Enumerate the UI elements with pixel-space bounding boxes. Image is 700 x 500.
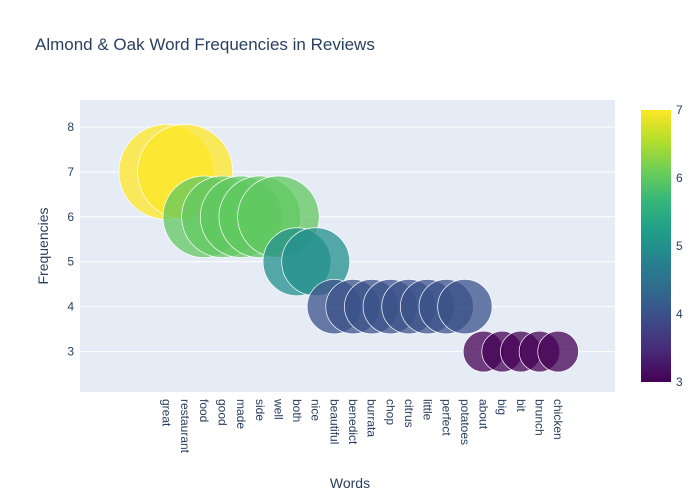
colorbar-tick-label: 7 xyxy=(676,103,683,117)
colorbar xyxy=(641,110,671,382)
x-tick-label: chop xyxy=(383,399,397,425)
colorbar-tick-label: 6 xyxy=(676,171,683,185)
chart-title: Almond & Oak Word Frequencies in Reviews xyxy=(35,35,375,54)
y-tick-label: 8 xyxy=(67,120,74,134)
x-tick-label: well xyxy=(271,398,285,420)
x-tick-label: made xyxy=(234,399,248,429)
y-tick-label: 3 xyxy=(67,345,74,359)
x-tick-label: beautiful xyxy=(327,399,341,444)
y-tick-label: 4 xyxy=(67,300,74,314)
x-axis-ticks: great restaurant food good made side well both n… xyxy=(160,398,566,454)
x-axis-title: Words xyxy=(330,475,370,491)
x-tick-label: great xyxy=(160,399,174,427)
y-tick-label: 7 xyxy=(67,165,74,179)
x-tick-label: citrus xyxy=(402,399,416,428)
x-tick-label: chicken xyxy=(551,399,565,440)
x-tick-label: brunch xyxy=(533,399,547,436)
x-tick-label: perfect xyxy=(439,399,453,436)
colorbar-tick-label: 4 xyxy=(676,307,683,321)
bubble-potatoes[interactable] xyxy=(437,279,493,335)
y-axis-title: Frequencies xyxy=(35,207,51,284)
bubble-chicken[interactable] xyxy=(537,330,579,373)
x-tick-label: good xyxy=(215,399,229,426)
y-axis-ticks: 3 4 5 6 7 8 xyxy=(67,120,74,359)
y-tick-label: 6 xyxy=(67,210,74,224)
x-tick-label: little xyxy=(421,399,435,421)
bubble-series xyxy=(118,123,579,373)
x-tick-label: nice xyxy=(309,399,323,421)
x-tick-label: restaurant xyxy=(178,399,192,454)
x-tick-label: about xyxy=(477,399,491,430)
x-tick-label: both xyxy=(290,399,304,422)
colorbar-tick-label: 5 xyxy=(676,239,683,253)
y-tick-label: 5 xyxy=(67,255,74,269)
x-tick-label: side xyxy=(253,399,267,421)
x-tick-label: benedict xyxy=(346,399,360,445)
colorbar-ticks: 3 4 5 6 7 xyxy=(676,103,683,389)
x-tick-label: big xyxy=(495,399,509,415)
colorbar-tick-label: 3 xyxy=(676,375,683,389)
x-tick-label: potatoes xyxy=(458,399,472,445)
x-tick-label: bit xyxy=(514,399,528,412)
x-tick-label: burrata xyxy=(365,399,379,437)
x-tick-label: food xyxy=(197,399,211,422)
